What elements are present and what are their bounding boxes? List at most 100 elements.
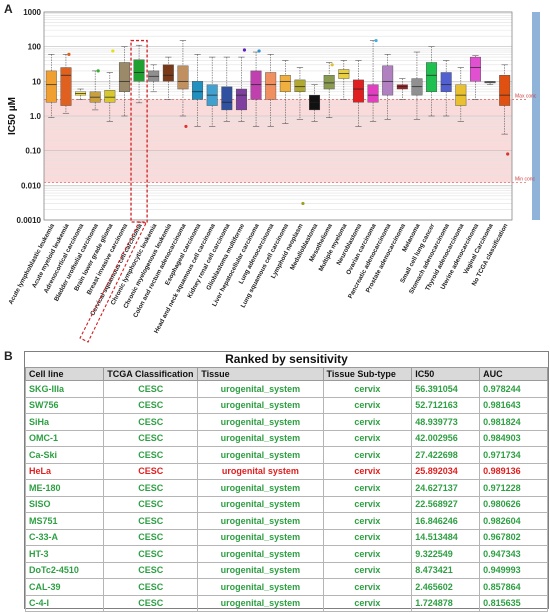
ic50-boxplot-chart: Max conc Min conc 1000 100 10 1.0 0.10 0.010 0.0… (7, 8, 540, 343)
table-row: Ca-Ski CESC urogenital_system cervix 27.4226… (24, 446, 548, 464)
box-10 (192, 81, 204, 100)
auc-value: 0.947343 (479, 545, 548, 563)
table-row: HT-3 CESC urogenital_system cervix 9.322549 0… (24, 545, 548, 563)
box-29 (469, 56, 481, 82)
highlight-label-frame (79, 221, 147, 343)
auc-value: 0.978244 (479, 380, 548, 398)
box-17 (294, 79, 306, 92)
box-4 (104, 90, 116, 103)
box-5 (118, 62, 130, 92)
subtype-value: cervix (322, 462, 413, 480)
tcga-value: CESC (103, 495, 199, 513)
table-row: MS751 CESC urogenital_system cervix 16.84624… (24, 512, 548, 530)
side-scroll-bar (532, 12, 540, 220)
outlier-point (330, 63, 334, 67)
box-26 (426, 62, 438, 92)
panel-a-label: A (4, 2, 13, 16)
tissue-value: urogenital_system (197, 446, 324, 464)
ic50-value: 8.473421 (411, 561, 481, 579)
box-22 (367, 84, 379, 103)
box-13 (235, 88, 247, 111)
cell-line-value: HT-3 (24, 545, 105, 563)
subtype-value: cervix (322, 561, 413, 579)
ic50-value: 52.712163 (411, 396, 481, 414)
col-header-tissue: Tissue (197, 367, 324, 381)
tcga-value: CESC (103, 429, 199, 447)
tissue-value: urogenital_system (197, 512, 324, 530)
tissue-value: urogenital_system (197, 594, 324, 612)
col-header-auc: AUC (479, 367, 548, 381)
subtype-value: cervix (322, 413, 413, 431)
ic50-value: 25.892034 (411, 462, 481, 480)
cell-line-value: SISO (24, 495, 105, 513)
box-23 (382, 65, 394, 96)
table-row: CAL-39 CESC urogenital_system cervix 2.46560… (24, 578, 548, 596)
auc-value: 0.815635 (479, 594, 548, 612)
y-tick-label: 0.10 (25, 147, 41, 156)
box-1 (60, 67, 72, 106)
outlier-point (67, 52, 71, 56)
sensitivity-table-panel: Ranked by sensitivity Cell line TCGA Cla… (24, 351, 549, 612)
box-15 (265, 72, 277, 100)
ic50-value: 48.939773 (411, 413, 481, 431)
ic50-value: 27.422698 (411, 446, 481, 464)
outlier-point (301, 201, 305, 206)
table-row: SW756 CESC urogenital_system cervix 52.71216… (24, 396, 548, 414)
tissue-value: urogenital_system (197, 396, 324, 414)
sensitivity-table: Cell line TCGA Classification Tissue Tis… (24, 367, 548, 612)
tissue-value: urogenital_system (197, 380, 324, 398)
y-tick-label: 0.010 (21, 181, 42, 190)
subtype-value: cervix (322, 479, 413, 497)
cell-line-value: C-4-I (24, 594, 105, 612)
box-31 (499, 75, 511, 106)
outlier-point (184, 124, 188, 129)
table-header-row: Cell line TCGA Classification Tissue Tis… (24, 367, 548, 381)
table-row: SISO CESC urogenital_system cervix 22.568927… (24, 495, 548, 513)
ic50-value: 9.322549 (411, 545, 481, 563)
subtype-value: cervix (322, 380, 413, 398)
box-8 (162, 64, 174, 82)
y-tick-label: 10 (32, 77, 41, 86)
table-row: C-4-I CESC urogenital_system cervix 1.724878… (24, 594, 548, 612)
box-20 (338, 69, 350, 79)
panel-b-label: B (4, 349, 13, 363)
col-header-cell-line: Cell line (24, 367, 105, 381)
table-row: DoTc2-4510 CESC urogenital_system cervix 8.4… (24, 561, 548, 579)
plot-frame (43, 11, 513, 221)
tcga-value: CESC (103, 462, 199, 480)
ic50-value: 42.002956 (411, 429, 481, 447)
tissue-value: urogenital_system (197, 413, 324, 431)
box-9 (177, 65, 189, 90)
box-16 (279, 75, 291, 92)
tissue-value: urogenital_system (197, 545, 324, 563)
auc-value: 0.981643 (479, 396, 548, 414)
outlier-point (96, 69, 100, 73)
y-tick-label: 1000 (23, 8, 41, 17)
ic50-value: 1.724878 (411, 594, 481, 612)
auc-value: 0.971734 (479, 446, 548, 464)
tissue-value: urogenital_system (197, 578, 324, 596)
cell-line-value: CAL-39 (24, 578, 105, 596)
box-0 (45, 70, 57, 103)
subtype-value: cervix (322, 578, 413, 596)
auc-value: 0.982604 (479, 512, 548, 530)
tissue-value: urogenital_system (197, 429, 324, 447)
subtype-value: cervix (322, 512, 413, 530)
col-header-tcga: TCGA Classification (103, 367, 199, 381)
tcga-value: CESC (103, 594, 199, 612)
auc-value: 0.984903 (479, 429, 548, 447)
y-tick-label: 100 (28, 43, 42, 52)
box-6 (133, 59, 145, 82)
ic50-value: 22.568927 (411, 495, 481, 513)
ic50-value: 56.391054 (411, 380, 481, 398)
auc-value: 0.981824 (479, 413, 548, 431)
tissue-value: urogenital_system (197, 561, 324, 579)
table-row: C-33-A CESC urogenital_system cervix 14.5134… (24, 528, 548, 546)
tcga-value: CESC (103, 396, 199, 414)
outlier-point (242, 48, 247, 52)
auc-value: 0.949993 (479, 561, 548, 579)
y-axis-label: IC50 µM (7, 97, 18, 135)
outlier-point (374, 38, 378, 43)
tcga-value: CESC (103, 413, 199, 431)
concentration-band (44, 99, 512, 183)
